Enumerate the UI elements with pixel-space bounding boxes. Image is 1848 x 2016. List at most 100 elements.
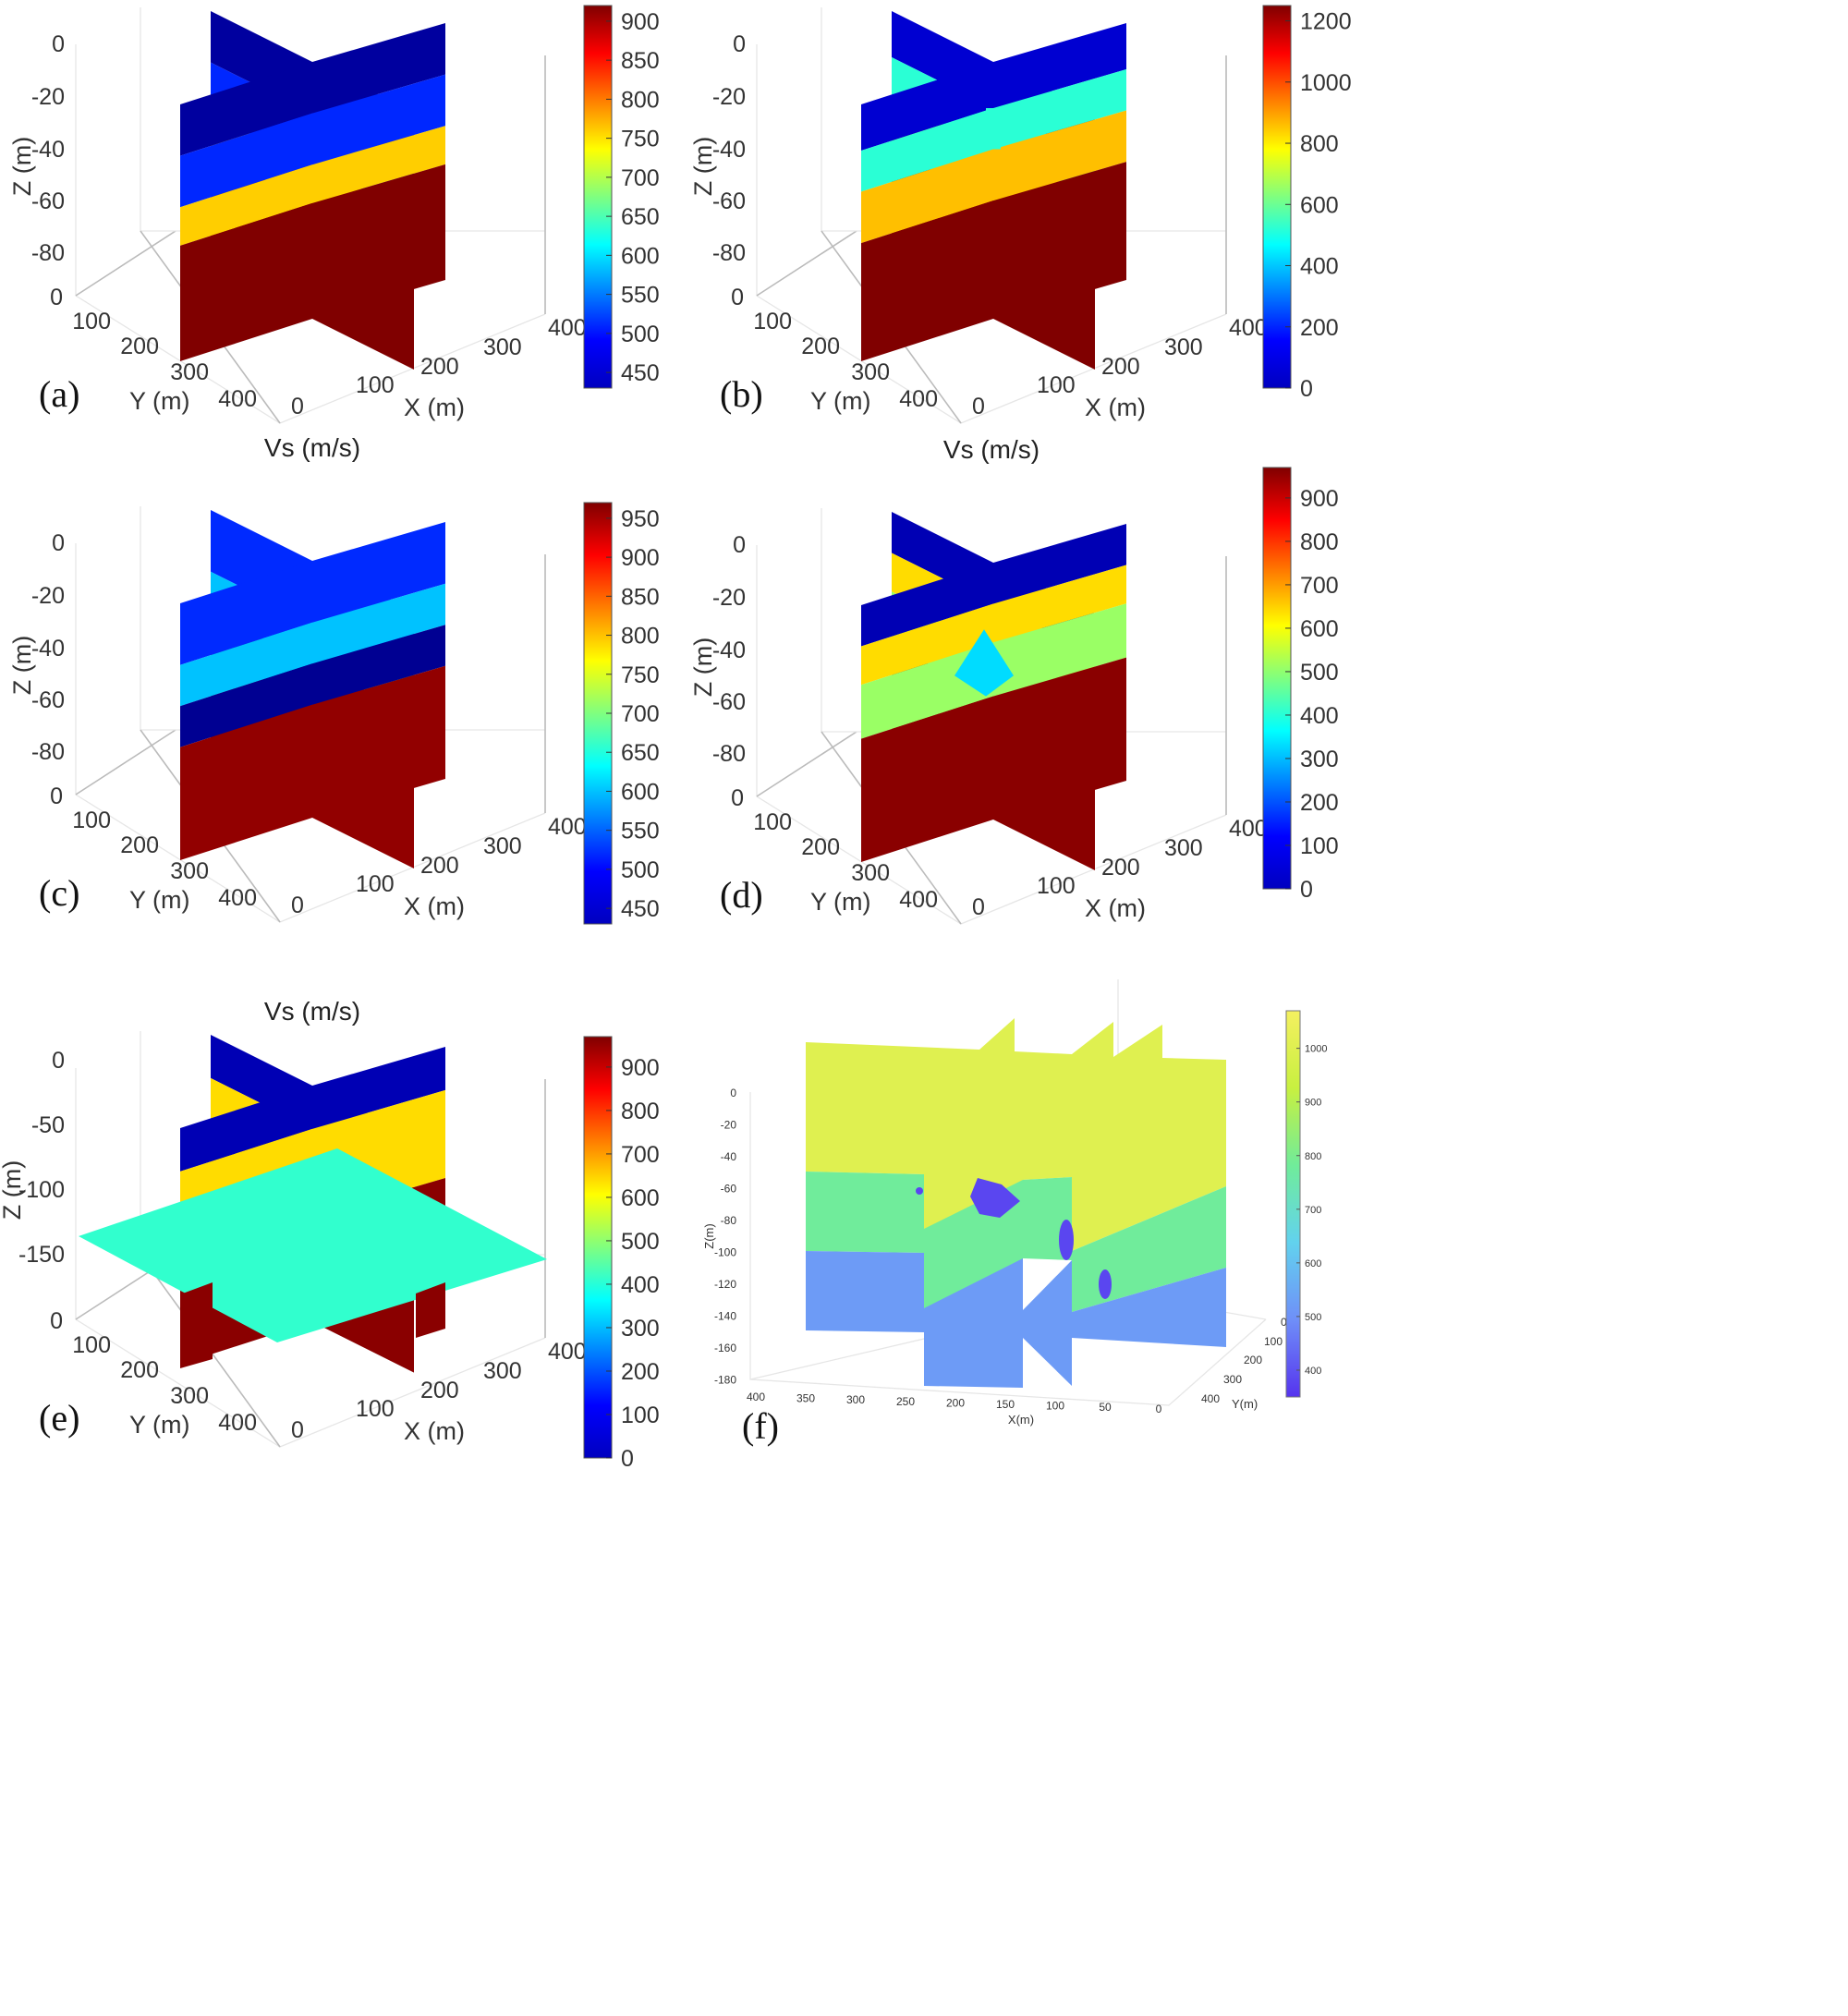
z-tick-label: -100 xyxy=(18,1177,65,1203)
front-slice-front-layer-2 xyxy=(312,74,445,165)
x-tick-label: 0 xyxy=(291,1417,304,1443)
y-tick-label: 100 xyxy=(72,309,111,334)
colorbar-tick-label: 200 xyxy=(1300,315,1339,341)
y-tick-label: 0 xyxy=(50,1308,63,1334)
colorbar-tick-label: 700 xyxy=(621,165,660,191)
front-slice-front-layer-1 xyxy=(312,522,445,623)
colorbar-tick-label: 500 xyxy=(621,322,660,347)
x-axis-label: X (m) xyxy=(404,394,465,421)
z-tick-label: -20 xyxy=(712,84,746,110)
front-slice-layer-4 xyxy=(861,696,993,862)
velocity-anomaly xyxy=(954,629,1014,697)
z-tick-label: -150 xyxy=(18,1242,65,1268)
x-tick-label: 200 xyxy=(420,354,459,380)
colorbar-tick-label: 300 xyxy=(621,1316,660,1342)
front-slice-layer-4 xyxy=(861,200,993,361)
colorbar-tick-label: 800 xyxy=(621,624,660,650)
y-tick-label: 300 xyxy=(851,359,890,385)
colorbar-tick-label: 600 xyxy=(621,1185,660,1211)
colorbar xyxy=(583,5,613,389)
layer-3 xyxy=(806,1251,1226,1388)
z-tick-label: 0 xyxy=(733,532,746,558)
x-tick-label: 300 xyxy=(846,1393,865,1406)
y-tick-label: 200 xyxy=(801,834,840,860)
colorbar-tick-label: 550 xyxy=(621,819,660,844)
front-slice-layer-3 xyxy=(861,642,993,739)
colorbar-tick-label: 100 xyxy=(621,1403,660,1428)
colorbar-tick-label: 800 xyxy=(621,87,660,113)
y-tick-label: 300 xyxy=(851,860,890,886)
y-tick-label: 300 xyxy=(170,359,209,385)
panel-label: (e) xyxy=(39,1397,79,1439)
colorbar xyxy=(1285,1010,1301,1398)
colorbar-tick-label: 600 xyxy=(621,779,660,805)
x-tick-label: 400 xyxy=(548,1339,587,1365)
chart-title: Vs (m/s) xyxy=(264,997,360,1026)
colorbar-tick-label: 200 xyxy=(621,1359,660,1385)
z-tick-label: -60 xyxy=(31,687,65,713)
x-tick-label: 300 xyxy=(483,1358,522,1384)
panel-c: 0 -20 -40 -60 -80 0 100 200 300 400 0 100 200 300 400 X… xyxy=(8,433,660,925)
z-tick-label: -60 xyxy=(721,1183,737,1196)
y-tick-label: 400 xyxy=(899,887,938,913)
colorbar-tick-label: 300 xyxy=(1300,747,1339,772)
front-slice-layer-1 xyxy=(180,1086,312,1172)
x-tick-label: 100 xyxy=(356,871,395,897)
panel-b: 0 -20 -40 -60 -80 0 100 200 300 400 0 100 200 300 400 X… xyxy=(689,5,1352,424)
front-slice-layer-3 xyxy=(180,663,312,747)
y-tick-label: 0 xyxy=(1281,1316,1287,1329)
y-axis-label: Y (m) xyxy=(810,888,871,916)
y-tick-label: 0 xyxy=(50,783,63,809)
colorbar-tick-label: 500 xyxy=(1305,1312,1321,1323)
x-tick-label: 300 xyxy=(1164,334,1203,360)
y-tick-label: 400 xyxy=(218,885,257,911)
z-tick-label: -80 xyxy=(31,240,65,266)
panel-label: (d) xyxy=(720,874,763,916)
x-tick-label: 300 xyxy=(483,833,522,859)
y-tick-label: 200 xyxy=(801,334,840,359)
x-tick-label: 100 xyxy=(1037,873,1076,899)
colorbar-tick-label: 900 xyxy=(1305,1098,1321,1109)
chart-title: Vs (m/s) xyxy=(264,433,360,462)
colorbar-tick-label: 450 xyxy=(621,360,660,386)
front-slice-layer-4 xyxy=(180,202,312,361)
colorbar-tick-label: 900 xyxy=(621,9,660,35)
panel-e: 0 -50 -100 -150 0 100 200 300 400 0 100 200 300 400 X … xyxy=(0,997,660,1472)
colorbar-tick-label: 200 xyxy=(1300,790,1339,816)
front-slice-layer-1 xyxy=(861,62,993,151)
front-slice-front-layer-4 xyxy=(312,665,445,818)
z-tick-label: 0 xyxy=(730,1087,736,1099)
colorbar-tick-label: 1200 xyxy=(1300,9,1352,35)
y-tick-label: 300 xyxy=(170,1383,209,1409)
y-tick-label: 400 xyxy=(1201,1392,1220,1405)
z-axis-label: Z (m) xyxy=(689,638,717,697)
y-tick-label: 400 xyxy=(218,386,257,412)
panel-d: 0 -20 -40 -60 -80 0 100 200 300 400 0 100 200 300 400 X… xyxy=(689,435,1339,925)
x-tick-label: 0 xyxy=(1156,1403,1162,1415)
colorbar-tick-label: 1000 xyxy=(1300,70,1352,96)
z-tick-label: -60 xyxy=(712,689,746,715)
front-slice-front-layer-1 xyxy=(312,23,445,114)
colorbar-tick-label: 850 xyxy=(621,48,660,74)
x-axis-label: X(m) xyxy=(1008,1413,1034,1427)
horizontal-slice xyxy=(79,1148,547,1342)
colorbar-tick-label: 550 xyxy=(621,283,660,309)
z-tick-label: -80 xyxy=(712,240,746,266)
x-tick-label: 200 xyxy=(420,853,459,879)
x-tick-label: 50 xyxy=(1099,1401,1112,1414)
axes-line xyxy=(749,1092,1267,1406)
anomaly-4 xyxy=(916,1187,923,1195)
colorbar xyxy=(1262,5,1292,389)
x-tick-label: 400 xyxy=(548,814,587,840)
x-tick-label: 400 xyxy=(1229,816,1268,842)
x-tick-label: 0 xyxy=(972,394,985,419)
y-tick-label: 100 xyxy=(1264,1335,1283,1348)
x-tick-label: 0 xyxy=(972,894,985,920)
colorbar-tick-label: 900 xyxy=(621,545,660,571)
x-tick-label: 200 xyxy=(420,1378,459,1403)
colorbar-tick-label: 700 xyxy=(621,701,660,727)
colorbar-tick-label: 950 xyxy=(621,506,660,532)
x-tick-label: 300 xyxy=(1164,835,1203,861)
y-tick-label: 300 xyxy=(170,858,209,884)
colorbar-tick-label: 0 xyxy=(1300,376,1313,402)
